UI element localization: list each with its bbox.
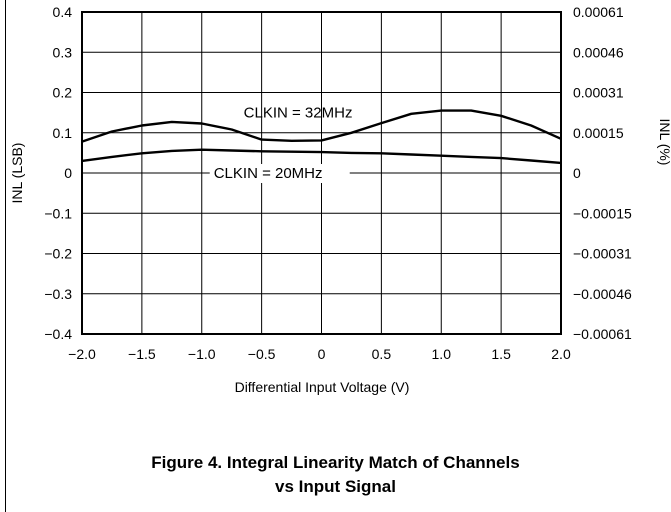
x-tick-label-5: 0.5 [372, 346, 392, 362]
x-tick-label-8: 2.0 [551, 346, 571, 362]
x-tick-label-1: −1.5 [128, 346, 156, 362]
x-tick-label-3: −0.5 [248, 346, 276, 362]
plot-frame [81, 11, 562, 335]
y-tick-label-0: 0.4 [53, 4, 73, 20]
y2-tick-label-1: 0.00046 [573, 44, 624, 60]
y2-tick-label-8: −0.00061 [573, 326, 632, 342]
figure-caption-line-2: vs Input Signal [275, 477, 396, 496]
y2-tick-label-4: 0 [573, 165, 581, 181]
annotation-label-0: CLKIN = 32MHz [244, 105, 353, 122]
x-tick-label-2: −1.0 [188, 346, 216, 362]
y-tick-label-6: −0.2 [44, 246, 72, 262]
y2-tick-labels: 0.00061 0.00046 0.00031 0.00015 0 −0.00015 −0.… [573, 4, 632, 342]
x-tick-label-0: −2.0 [68, 346, 96, 362]
annotation-label-1: CLKIN = 20MHz [214, 165, 323, 182]
x-axis-label: Differential Input Voltage (V) [235, 379, 410, 395]
figure-caption-line-1: Figure 4. Integral Linearity Match of Ch… [151, 453, 520, 472]
y2-tick-label-3: 0.00015 [573, 125, 624, 141]
y-tick-labels: 0.4 0.3 0.2 0.1 0 −0.1 −0.2 −0.3 −0.4 [44, 4, 72, 342]
y-tick-label-8: −0.4 [44, 326, 72, 342]
y-tick-label-5: −0.1 [44, 205, 72, 221]
annotation-bg-1 [209, 164, 350, 183]
page-left-border [5, 0, 6, 512]
plot-border [81, 11, 562, 335]
series-line-1 [81, 148, 562, 165]
series-layer [81, 109, 562, 165]
y-tick-label-4: 0 [64, 165, 72, 181]
y2-tick-label-6: −0.00031 [573, 246, 632, 262]
y-axis-label: INL (LSB) [9, 143, 25, 204]
x-tick-label-7: 1.5 [491, 346, 511, 362]
y-tick-label-1: 0.3 [53, 44, 73, 60]
x-tick-label-4: 0 [318, 346, 326, 362]
y-tick-label-3: 0.1 [53, 125, 73, 141]
y2-tick-label-2: 0.00031 [573, 85, 624, 101]
series-line-0 [81, 109, 562, 143]
y-tick-label-7: −0.3 [44, 286, 72, 302]
y2-axis-label: INL (%) [657, 119, 671, 166]
annotations: CLKIN = 32MHz CLKIN = 20MHz [209, 105, 353, 183]
y2-tick-label-7: −0.00046 [573, 286, 632, 302]
x-tick-labels: −2.0 −1.5 −1.0 −0.5 0 0.5 1.0 1.5 2.0 [68, 346, 571, 362]
y-tick-label-2: 0.2 [53, 85, 73, 101]
y2-tick-label-0: 0.00061 [573, 4, 624, 20]
y2-tick-label-5: −0.00015 [573, 205, 632, 221]
x-tick-label-6: 1.0 [432, 346, 452, 362]
